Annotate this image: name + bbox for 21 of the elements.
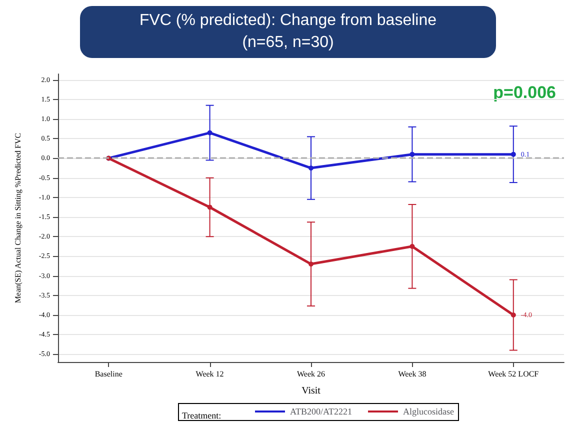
legend-title: Treatment: [182, 410, 222, 420]
y-axis-title: Mean(SE) Actual Change in Sitting %Predicted FVC [14, 132, 22, 304]
point [207, 204, 212, 210]
x-tick-label: Week 26 [296, 370, 326, 378]
x-tick-label: Week 12 [196, 370, 224, 378]
legend-label: Alglucosidase [403, 406, 454, 416]
point [207, 130, 212, 136]
point [410, 152, 415, 157]
chart-subtitle: (n=65, n=30) [241, 33, 335, 53]
x-axis-title: Visit [302, 386, 321, 396]
annotation: p=0.006 [493, 83, 556, 102]
point [510, 312, 516, 318]
chart-title: FVC (% predicted): Change from baseline [138, 11, 438, 31]
point [308, 262, 314, 267]
point [510, 152, 516, 157]
point [410, 244, 415, 249]
x-tick-label: Baseline [94, 370, 123, 378]
x-tick-label: Week 52 LOCF [488, 370, 540, 378]
point [308, 166, 314, 171]
x-tick-label: Week 38 [398, 370, 426, 378]
legend-label: ATB200/AT2221 [290, 406, 352, 416]
